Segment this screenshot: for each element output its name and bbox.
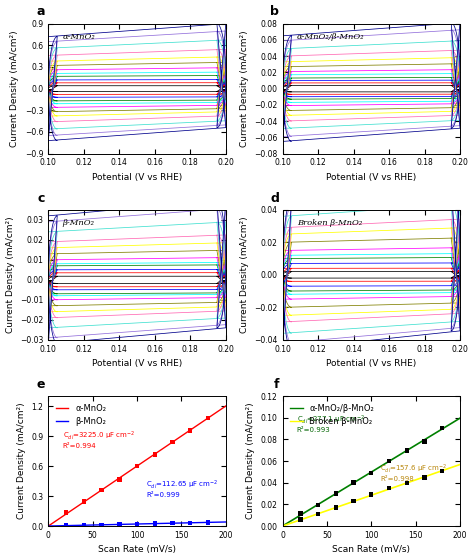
Text: C$_{dl}$=3225.0 µF cm$^{-2}$
R²=0.994: C$_{dl}$=3225.0 µF cm$^{-2}$ R²=0.994 [63,430,135,449]
Text: a: a [36,6,45,18]
Text: C$_{dl}$=277.1 µF cm$^{-2}$
R²=0.993: C$_{dl}$=277.1 µF cm$^{-2}$ R²=0.993 [297,414,365,433]
X-axis label: Potential (V vs RHE): Potential (V vs RHE) [92,360,182,368]
Point [169,437,176,446]
Y-axis label: Current Density (mA/cm²): Current Density (mA/cm²) [6,217,15,333]
Point [367,490,375,499]
Text: e: e [36,378,45,391]
Text: C$_{dl}$=112.65 µF cm$^{-2}$
R²=0.999: C$_{dl}$=112.65 µF cm$^{-2}$ R²=0.999 [146,479,219,498]
Legend: α-MnO₂/β-MnO₂, Broken β-MnO₂: α-MnO₂/β-MnO₂, Broken β-MnO₂ [287,400,377,429]
Point [332,503,339,512]
Text: b: b [270,6,279,18]
Y-axis label: Current Density (mA/cm²): Current Density (mA/cm²) [240,30,249,147]
X-axis label: Scan Rate (mV/s): Scan Rate (mV/s) [332,545,410,554]
Y-axis label: Current Density (mA/cm²): Current Density (mA/cm²) [246,403,255,519]
Point [297,509,304,518]
Point [98,520,105,529]
Point [169,519,176,528]
Point [116,520,123,529]
Point [297,515,304,524]
Text: f: f [273,378,279,391]
Text: Broken β-MnO₂: Broken β-MnO₂ [297,219,362,227]
X-axis label: Scan Rate (mV/s): Scan Rate (mV/s) [98,545,176,554]
Point [204,518,212,527]
Point [314,501,322,510]
Text: c: c [37,192,45,204]
Text: C$_{dl}$=157.6 µF cm$^{-2}$
R²=0.998: C$_{dl}$=157.6 µF cm$^{-2}$ R²=0.998 [380,462,447,482]
Point [385,457,393,466]
Text: d: d [270,192,279,204]
Point [151,519,159,528]
Point [314,510,322,519]
Point [367,468,375,477]
Point [133,462,141,471]
Point [438,466,446,475]
Point [80,521,88,530]
Point [62,521,70,530]
Y-axis label: Current Density (mA/cm²): Current Density (mA/cm²) [240,217,249,333]
Point [204,414,212,423]
Point [421,473,428,482]
Point [332,489,339,498]
Point [403,479,410,488]
Text: α-MnO₂/β-MnO₂: α-MnO₂/β-MnO₂ [297,32,365,41]
Point [98,486,105,494]
Point [133,520,141,529]
X-axis label: Potential (V vs RHE): Potential (V vs RHE) [326,360,417,368]
Text: β-MnO₂: β-MnO₂ [63,219,94,227]
Point [62,508,70,517]
Point [421,437,428,446]
Point [350,478,357,487]
Text: α-MnO₂: α-MnO₂ [63,32,95,41]
Point [385,484,393,493]
Point [186,426,194,435]
Point [403,446,410,455]
Point [116,475,123,484]
X-axis label: Potential (V vs RHE): Potential (V vs RHE) [326,173,417,182]
Y-axis label: Current Density (mA/cm²): Current Density (mA/cm²) [17,403,26,519]
Point [80,497,88,506]
Point [350,497,357,506]
X-axis label: Potential (V vs RHE): Potential (V vs RHE) [92,173,182,182]
Y-axis label: Current Density (mA/cm²): Current Density (mA/cm²) [10,30,19,147]
Point [151,450,159,459]
Point [438,423,446,432]
Legend: α-MnO₂, β-MnO₂: α-MnO₂, β-MnO₂ [53,400,109,429]
Point [186,519,194,528]
